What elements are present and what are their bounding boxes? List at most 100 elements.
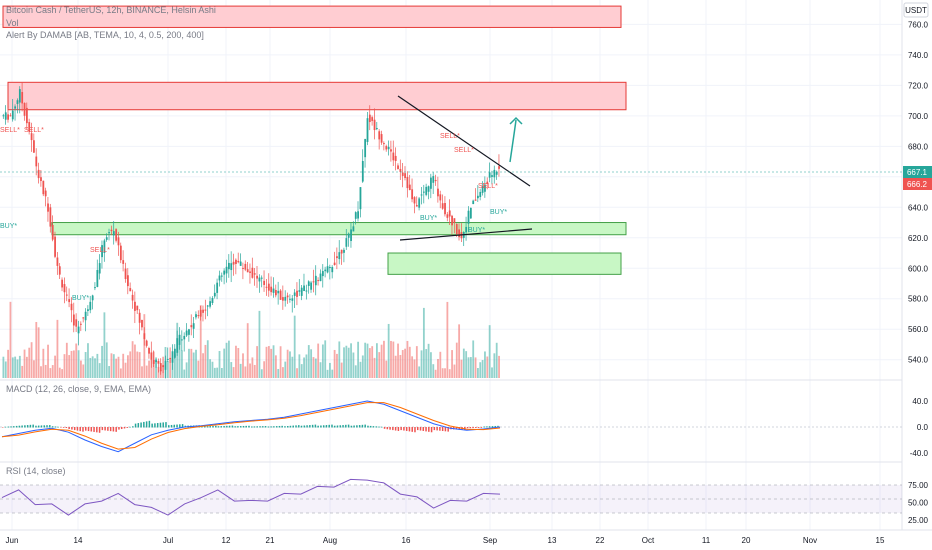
candle-body [58,266,61,275]
candle-body [472,200,475,205]
candle-body [385,146,388,150]
macd-histogram-bar [488,426,491,428]
volume-bar [274,355,277,378]
date-axis[interactable]: Jun 14 Jul 12 21 Aug 16 Sep 13 22 Oct 11 20 Nov 15 [6,536,885,545]
volume-bar [16,359,19,378]
volume-bar [394,355,397,378]
volume-bar [54,355,56,378]
macd-histogram-bar [292,425,294,428]
candle-body [134,301,136,311]
macd-histogram-bar [331,424,333,428]
macd-histogram-bar [15,425,18,428]
macd-histogram-bar [386,427,389,430]
macd-histogram-bar [40,425,43,428]
volume-bar [84,352,87,378]
volume-bar [61,369,64,378]
price-tick-label: 760.0 [908,20,929,29]
candle-body [183,335,186,340]
candle-body [206,305,209,307]
candle-body [491,175,493,177]
candle-body [237,260,240,263]
candle-body [340,249,343,254]
candle-body [310,282,313,290]
candle-body [446,214,449,218]
macd-histogram-bar [447,427,449,432]
volume-bar [282,367,284,378]
macd-histogram-bar [43,425,45,428]
candle-body [406,176,409,189]
currency-badge[interactable] [903,2,929,18]
volume-bar [340,362,343,378]
rsi-tick-label: 75.00 [908,481,929,490]
volume-bar [286,349,289,378]
candle-body [465,226,468,233]
macd-histogram-bar [242,425,245,428]
volume-bar [420,350,423,378]
volume-bar [58,367,61,378]
macd-histogram-bar [237,426,239,428]
macd-histogram-bar [140,422,142,428]
macd-histogram-bar [405,427,408,431]
candle-body [230,263,233,271]
volume-bar [237,348,240,378]
candle-body [91,295,94,301]
date-tick-label: 20 [742,536,751,545]
price-tick-label: 700.0 [908,112,929,121]
macd-histogram-bar [179,424,181,428]
macd-histogram-bar [369,425,372,428]
macd-line [1,400,501,453]
volume-bar [314,358,317,378]
volume-bar [392,341,395,378]
candle-body [373,119,376,131]
volume-bar [246,323,249,378]
candle-body [110,229,113,232]
signal-label: BUY* [72,295,89,302]
macd-histogram-bar [151,423,153,428]
macd-histogram-bar [295,425,297,428]
macd-histogram-bar [278,425,281,428]
volume-bar [267,346,270,378]
trendlines[interactable] [397,95,533,241]
volume-bar [404,348,406,378]
macd-histogram-bar [372,426,375,428]
volume-bar [110,353,113,378]
volume-bar [305,354,308,378]
volume-bar [472,340,475,378]
candles [2,82,500,379]
candle-body [72,314,75,326]
volume-bar [298,354,301,378]
macd-histogram-bar [394,427,397,431]
candle-body [425,186,428,195]
candle-body [242,267,244,269]
support-zone [51,222,627,236]
volume-bar [148,360,150,378]
macd-histogram-bar [93,427,95,432]
volume-bar [291,356,294,378]
macd-histogram-bar [98,427,101,433]
volume-bar [272,345,275,378]
candle-body [324,269,327,272]
volume-bar [223,348,226,378]
macd-histogram-bar [267,426,270,428]
candle-body [178,334,181,345]
volume-bar [173,354,176,378]
candle-body [415,205,418,207]
macd-histogram-bar [433,427,436,431]
candle-body [16,100,19,104]
volume-bar [11,357,14,378]
projection-arrow[interactable] [509,119,517,163]
candle-body [333,262,336,266]
candle-body [474,199,477,201]
candle-body [495,171,498,175]
volume-bar [33,360,35,378]
candle-body [317,280,320,282]
candle-body [289,298,291,300]
macd-histogram-bar [245,425,247,428]
candle-body [253,273,256,275]
candle-body [138,312,141,323]
volume-bar [138,352,141,378]
volume-bar [87,343,89,378]
candle-body [300,287,303,296]
volume-bar [427,343,430,378]
